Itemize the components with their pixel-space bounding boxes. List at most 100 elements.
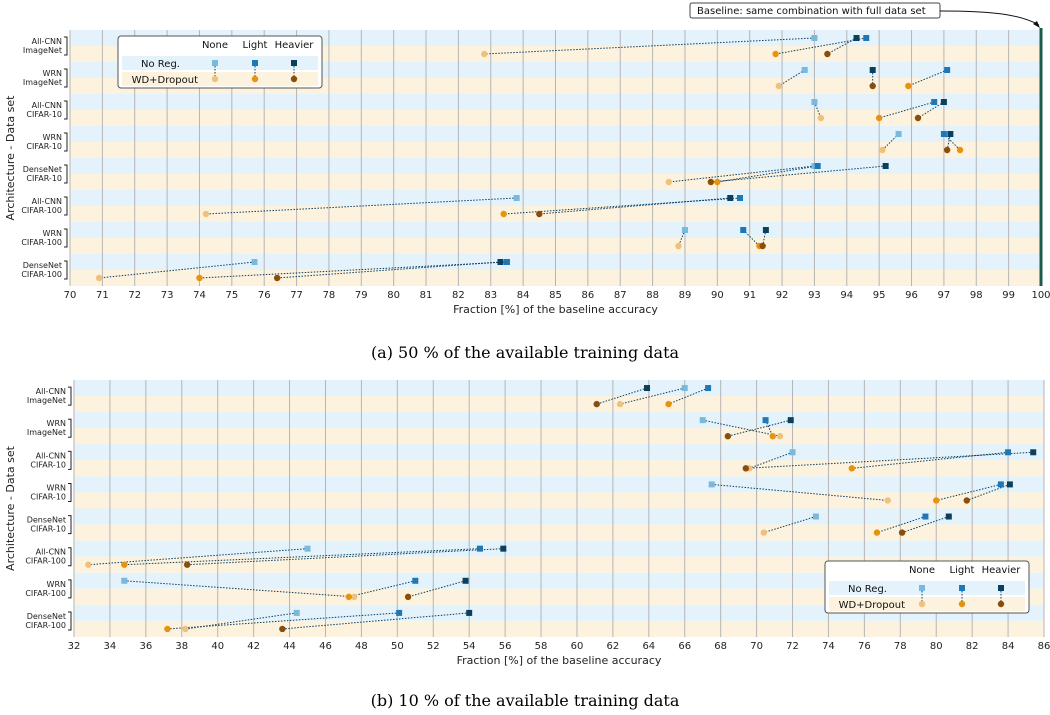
point-wd-light [345, 593, 353, 601]
point-wd-heavier [898, 529, 906, 536]
point-noreg-light [736, 195, 743, 201]
point-wd-none [85, 561, 92, 568]
stripe-noreg [74, 412, 1044, 429]
category-bracket [64, 36, 68, 56]
point-noreg-light [396, 609, 403, 616]
x-tick-label: 58 [535, 641, 548, 652]
point-noreg-light [863, 35, 870, 41]
x-tick-label: 66 [678, 641, 691, 652]
legend-row-label: No Reg. [848, 584, 887, 595]
point-wd-none [879, 146, 886, 154]
legend-marker-wd [211, 75, 219, 83]
x-tick-label: 75 [225, 290, 238, 301]
category-label: CIFAR-100 [25, 621, 66, 630]
pair-connector [539, 197, 731, 215]
point-noreg-none [708, 481, 715, 488]
stripe-noreg [74, 572, 1044, 589]
point-noreg-heavier [466, 609, 473, 616]
stripe-wd [74, 556, 1044, 573]
point-wd-none [481, 50, 488, 58]
legend-marker-wd [918, 600, 926, 608]
x-tick-label: 81 [420, 290, 433, 301]
pair-connector [711, 483, 888, 501]
point-wd-heavier [183, 561, 191, 568]
category-label: All-CNN [36, 451, 66, 460]
category-label: CIFAR-10 [30, 460, 66, 469]
point-noreg-light [705, 385, 712, 392]
pair-connector [277, 261, 501, 279]
x-tick-label: 54 [463, 641, 476, 652]
category-label: All-CNN [32, 197, 62, 206]
x-tick-label: 77 [290, 290, 303, 301]
pair-connector [917, 101, 945, 119]
point-wd-none [775, 82, 783, 90]
pair-connector [668, 165, 815, 183]
point-noreg-none [293, 609, 300, 616]
category-label: All-CNN [32, 37, 62, 46]
point-wd-none [665, 178, 672, 186]
pair-connector [879, 101, 935, 119]
point-wd-heavier [963, 497, 970, 504]
category-bracket [64, 260, 68, 280]
pair-connector [619, 387, 685, 405]
category-label: ImageNet [27, 428, 66, 437]
point-wd-light [196, 274, 203, 282]
x-tick-label: 42 [247, 641, 260, 652]
point-noreg-heavier [762, 227, 769, 233]
point-wd-light [933, 497, 940, 504]
point-noreg-light [922, 513, 929, 520]
x-tick-label: 71 [96, 290, 109, 301]
point-noreg-light [412, 577, 419, 584]
category-bracket [64, 196, 68, 216]
legend-marker-wd [958, 600, 966, 608]
x-tick-label: 86 [1038, 641, 1050, 652]
legend-stripe-noreg [122, 56, 318, 70]
point-noreg-heavier [1030, 449, 1037, 456]
point-noreg-none [811, 163, 818, 169]
category-label: CIFAR-100 [21, 206, 62, 215]
point-noreg-none [513, 195, 520, 201]
legend-column-label: Light [950, 565, 975, 576]
x-tick-label: 60 [571, 641, 584, 652]
legend-column-label: None [202, 40, 228, 51]
point-wd-none [202, 210, 210, 218]
point-wd-light [875, 114, 883, 122]
x-tick-label: 34 [104, 641, 117, 652]
x-tick-label: 46 [319, 641, 332, 652]
point-noreg-heavier [727, 195, 734, 201]
pair-connector [851, 451, 1009, 469]
x-tick-label: 74 [193, 290, 206, 301]
pair-connector [778, 69, 805, 87]
category-label: WRN [47, 483, 66, 492]
legend-marker-noreg [998, 585, 1004, 591]
category-label: CIFAR-100 [25, 557, 66, 566]
x-tick-label: 80 [387, 290, 400, 301]
x-tick-label: 84 [517, 290, 530, 301]
x-tick-label: 87 [614, 290, 627, 301]
x-tick-label: 72 [786, 641, 799, 652]
point-wd-none [182, 625, 189, 633]
x-tick-label: 91 [743, 290, 756, 301]
point-wd-light [956, 146, 964, 154]
stripe-noreg [74, 604, 1044, 621]
x-tick-label: 50 [391, 641, 404, 652]
x-tick-label: 40 [211, 641, 224, 652]
baseline-annotation-arrowhead [1033, 21, 1040, 28]
baseline-annotation: Baseline: same combination with full dat… [689, 2, 1040, 28]
legend-marker-noreg [212, 60, 218, 66]
x-tick-label: 97 [938, 290, 951, 301]
x-tick-label: 78 [894, 641, 907, 652]
legend: None Light Heavier No Reg. WD+Dropout [824, 560, 1030, 614]
pair-connector [99, 261, 255, 279]
category-label: CIFAR-10 [26, 174, 62, 183]
x-tick-label: 92 [776, 290, 789, 301]
caption-a: (a) 50 % of the available training data [371, 343, 680, 362]
x-tick-label: 83 [484, 290, 497, 301]
x-tick-label: 32 [68, 641, 81, 652]
point-noreg-heavier [940, 99, 947, 105]
stripe-noreg [74, 540, 1044, 557]
category-bracket [68, 611, 72, 631]
legend-column-label: Heavier [275, 40, 315, 51]
point-wd-none [760, 529, 767, 536]
point-noreg-light [940, 131, 947, 137]
